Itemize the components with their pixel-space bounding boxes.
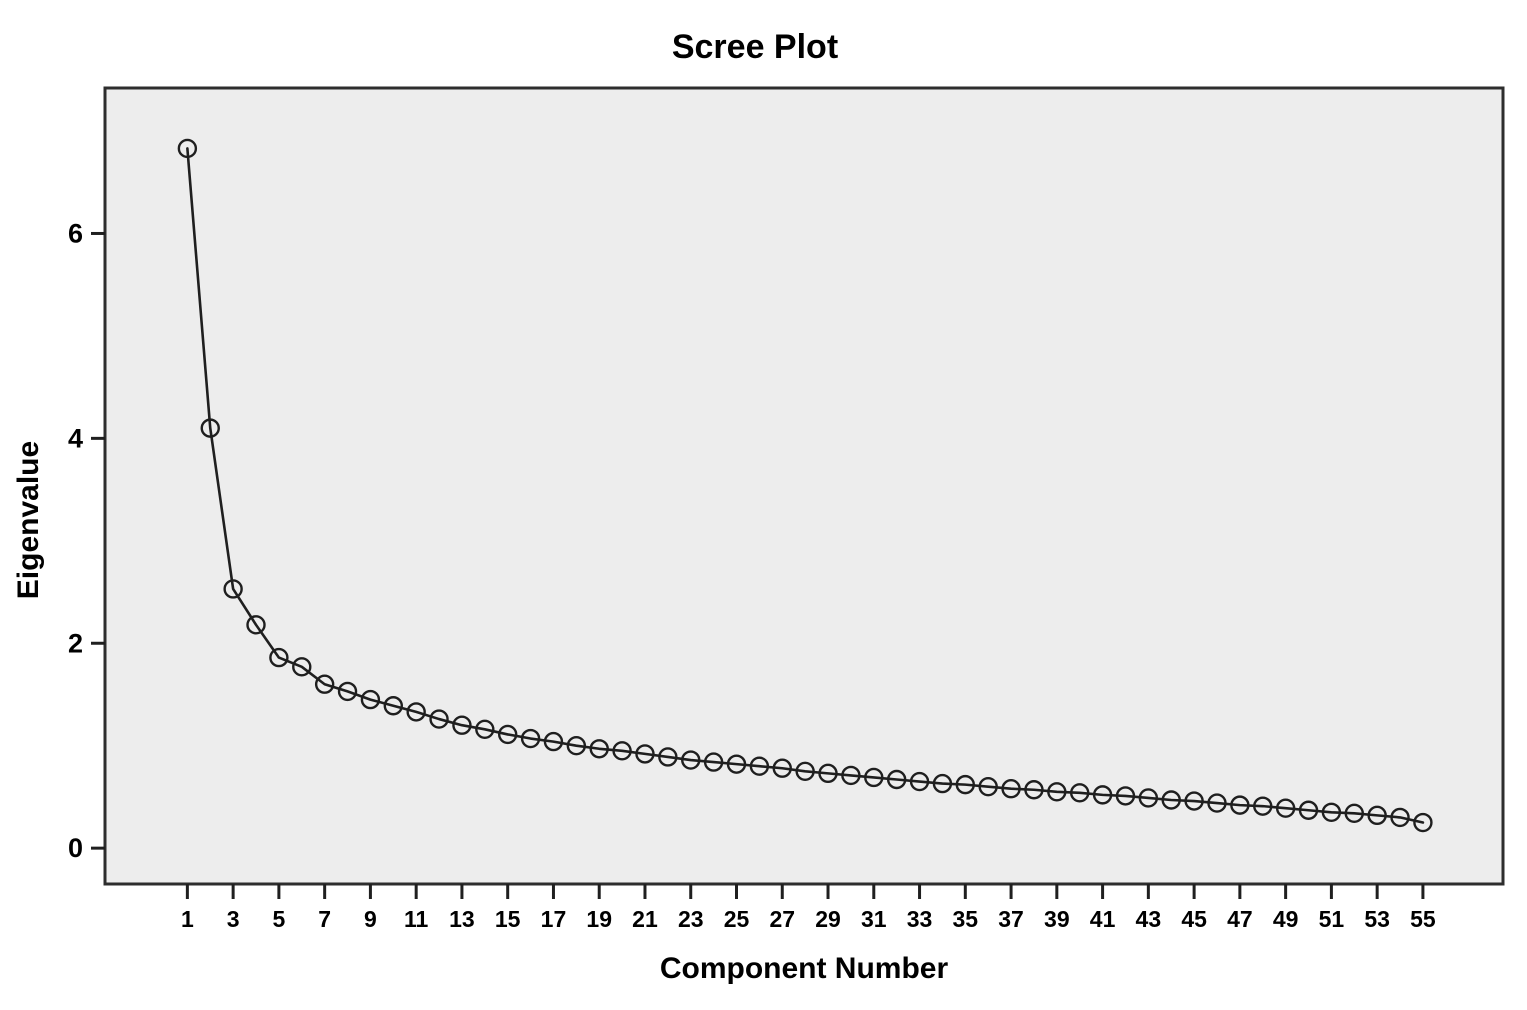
- x-tick-label: 9: [364, 906, 377, 932]
- x-tick-label: 29: [815, 906, 841, 932]
- data-point: [703, 752, 724, 772]
- x-tick-label: 31: [861, 906, 887, 932]
- data-point: [406, 702, 426, 722]
- data-point: [1138, 788, 1159, 808]
- x-tick-label: 51: [1319, 906, 1345, 932]
- data-point: [818, 763, 838, 784]
- data-point: [269, 647, 289, 668]
- data-point: [1413, 812, 1433, 833]
- data-point: [1298, 800, 1319, 820]
- data-point: [955, 774, 976, 795]
- data-point: [681, 750, 701, 770]
- x-tick-label: 11: [404, 906, 429, 932]
- x-tick-label: 27: [769, 906, 795, 932]
- data-point: [1001, 779, 1021, 799]
- x-tick-label: 37: [998, 906, 1024, 932]
- data-point: [978, 776, 998, 797]
- data-point: [429, 709, 449, 729]
- x-tick-label: 35: [953, 906, 979, 932]
- y-tick-label: 2: [68, 628, 83, 658]
- data-point: [292, 657, 312, 677]
- data-point: [772, 758, 792, 778]
- data-point: [177, 138, 198, 159]
- x-tick-label: 7: [318, 906, 331, 932]
- data-point: [1321, 802, 1342, 822]
- data-point: [1230, 795, 1250, 815]
- y-axis-title: Eigenvalue: [12, 441, 45, 599]
- data-point: [1275, 798, 1296, 818]
- x-tick-label: 1: [181, 906, 194, 932]
- data-point: [658, 747, 678, 767]
- data-point: [246, 615, 266, 635]
- x-tick-label: 19: [586, 906, 612, 932]
- plot-background: [103, 86, 1505, 886]
- data-point: [932, 773, 953, 794]
- data-point: [452, 715, 472, 735]
- y-tick-label: 6: [68, 218, 83, 248]
- chart-title: Scree Plot: [672, 28, 838, 66]
- x-tick-label: 53: [1364, 906, 1390, 932]
- data-point: [1092, 785, 1113, 805]
- data-point: [795, 761, 815, 782]
- x-tick-label: 45: [1181, 906, 1207, 932]
- data-point: [520, 728, 541, 749]
- data-point: [909, 771, 930, 792]
- x-tick-label: 21: [632, 906, 658, 932]
- y-tick-label: 4: [68, 423, 83, 453]
- x-tick-label: 43: [1136, 906, 1162, 932]
- data-point: [841, 765, 861, 786]
- data-point: [1367, 805, 1387, 826]
- data-point: [1024, 780, 1044, 800]
- data-point: [1184, 791, 1204, 811]
- data-point: [360, 689, 381, 710]
- data-point: [1161, 790, 1181, 810]
- x-tick-label: 23: [678, 906, 704, 932]
- x-tick-label: 47: [1227, 906, 1253, 932]
- x-tick-label: 49: [1273, 906, 1299, 932]
- x-tick-label: 39: [1044, 906, 1070, 932]
- x-tick-label: 17: [541, 906, 567, 932]
- x-tick-label: 5: [272, 906, 285, 932]
- data-point: [383, 696, 403, 716]
- data-point: [475, 719, 495, 740]
- x-tick-label: 13: [449, 906, 475, 932]
- data-point: [1207, 793, 1227, 813]
- data-point: [314, 674, 335, 694]
- x-tick-label: 15: [495, 906, 521, 932]
- x-tick-label: 33: [907, 906, 933, 932]
- data-point: [1390, 807, 1410, 828]
- x-tick-label: 55: [1410, 906, 1436, 932]
- data-point: [612, 741, 632, 761]
- data-point: [635, 744, 655, 764]
- data-point: [1344, 803, 1364, 824]
- data-point: [566, 735, 587, 756]
- data-point: [200, 418, 220, 438]
- data-point: [1047, 782, 1067, 802]
- data-point: [589, 739, 609, 759]
- data-point: [497, 724, 518, 745]
- data-point: [543, 731, 564, 752]
- data-point: [1070, 783, 1090, 803]
- data-point: [886, 769, 907, 790]
- x-tick-label: 41: [1090, 906, 1116, 932]
- data-point: [223, 579, 243, 599]
- data-point: [726, 754, 747, 774]
- data-point: [1253, 796, 1273, 816]
- y-tick-label: 0: [68, 833, 83, 863]
- series-line: [186, 147, 1425, 824]
- x-tick-label: 25: [724, 906, 750, 932]
- x-axis-title: Component Number: [660, 952, 949, 985]
- data-point: [1115, 786, 1136, 806]
- data-point: [337, 681, 358, 702]
- data-point: [749, 756, 770, 776]
- x-tick-label: 3: [227, 906, 240, 932]
- data-point: [864, 767, 884, 788]
